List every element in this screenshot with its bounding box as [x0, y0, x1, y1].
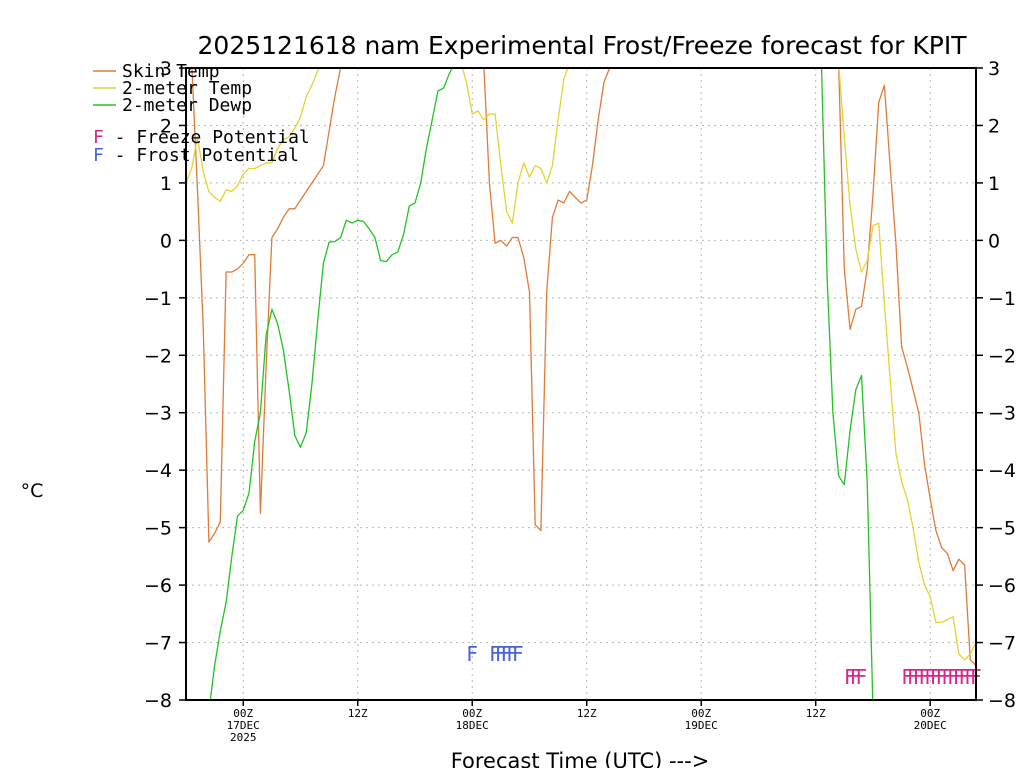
y-tick-label-right: −3: [988, 403, 1016, 425]
legend-potential-letter: F: [93, 145, 104, 166]
series-2-meter-temp: [186, 68, 976, 661]
x-tick-label: 00Z: [691, 707, 711, 720]
y-tick-label-left: −7: [144, 633, 172, 655]
frost-potential-marker: F: [501, 642, 513, 666]
y-tick-label-left: −5: [144, 518, 172, 540]
y-tick-label-left: 1: [160, 173, 172, 195]
y-tick-label-left: −1: [144, 288, 172, 310]
x-tick-label: 12Z: [806, 707, 826, 720]
y-tick-label-left: −8: [144, 690, 172, 712]
x-tick-label: 12Z: [577, 707, 597, 720]
x-tick-label: 2025: [230, 731, 257, 744]
x-tick-label: 19DEC: [685, 719, 718, 732]
freeze-potential-marker: F: [902, 665, 914, 689]
y-tick-label-right: −8: [988, 690, 1016, 712]
series-lines: [186, 68, 976, 700]
legend-potential-label: - Freeze Potential: [104, 127, 310, 148]
frost-potential-marker: F: [495, 642, 507, 666]
legend-label: 2-meter Dewp: [122, 95, 252, 116]
y-tick-label-right: 0: [988, 230, 1000, 252]
x-tick-label: 18DEC: [456, 719, 489, 732]
series-skin-temp: [186, 68, 976, 666]
freeze-potential-marker: F: [965, 665, 977, 689]
x-tick-label: 17DEC: [227, 719, 260, 732]
x-tick-label: 12Z: [348, 707, 368, 720]
y-tick-label-right: −6: [988, 575, 1016, 597]
freeze-potential-marker: F: [942, 665, 954, 689]
legend-potential-entry: F - Frost Potential: [93, 145, 299, 166]
y-axis-label: °C: [21, 480, 44, 502]
legend-potential-letter: F: [93, 127, 104, 148]
freeze-potential-marker: F: [913, 665, 925, 689]
freeze-potential-marker: F: [844, 665, 856, 689]
freeze-potential-marker: F: [924, 665, 936, 689]
legend-label: Skin Temp: [122, 61, 220, 82]
frost-potential-marker: F: [507, 642, 519, 666]
y-tick-label-left: −3: [144, 403, 172, 425]
frost-potential-marker: F: [489, 642, 501, 666]
y-tick-label-right: −1: [988, 288, 1016, 310]
y-tick-label-right: −7: [988, 633, 1016, 655]
y-tick-label-left: −2: [144, 345, 172, 367]
y-tick-label-right: 2: [988, 115, 1000, 137]
chart-title: 2025121618 nam Experimental Frost/Freeze…: [198, 31, 968, 60]
freeze-potential-marker: F: [930, 665, 942, 689]
freeze-potential-marker: F: [947, 665, 959, 689]
frost-potential-marker: F: [512, 642, 524, 666]
y-tick-label-right: −5: [988, 518, 1016, 540]
legend-potential-label: - Frost Potential: [104, 145, 299, 166]
freeze-potential-marker: F: [856, 665, 868, 689]
freeze-potential-marker: F: [850, 665, 862, 689]
y-tick-label-right: 3: [988, 58, 1000, 80]
freeze-potential-marker: F: [907, 665, 919, 689]
plot-frame: [185, 67, 977, 701]
freeze-potential-marker: F: [919, 665, 931, 689]
legend-potential-entry: F - Freeze Potential: [93, 127, 310, 148]
series-2-meter-dewp: [209, 68, 874, 700]
freeze-potential-marker: F: [936, 665, 948, 689]
y-axis: 3 3 2 2 1 1 0 0 −1 −1 −2 −2 −3 −3 −4 −4 −5 −5 −6 −6 −7 −7 −8 −8: [144, 58, 1016, 712]
y-tick-label-right: −2: [988, 345, 1016, 367]
x-axis-label: Forecast Time (UTC) --->: [451, 749, 710, 768]
legend-label: 2-meter Temp: [122, 78, 252, 99]
x-tick-label: 00Z: [233, 707, 253, 720]
x-tick-label: 00Z: [462, 707, 482, 720]
x-tick-label: 00Z: [920, 707, 940, 720]
y-tick-label-right: −4: [988, 460, 1016, 482]
y-tick-label-left: 0: [160, 230, 172, 252]
y-tick-label-left: −4: [144, 460, 172, 482]
freeze-potential-marker: F: [959, 665, 971, 689]
frost-potential-marker: F: [466, 642, 478, 666]
y-tick-label-right: 1: [988, 173, 1000, 195]
x-tick-label: 20DEC: [914, 719, 947, 732]
y-tick-label-left: −6: [144, 575, 172, 597]
y-tick-label-left: 3: [160, 58, 172, 80]
freeze-potential-marker: F: [953, 665, 965, 689]
y-tick-label-left: 2: [160, 115, 172, 137]
